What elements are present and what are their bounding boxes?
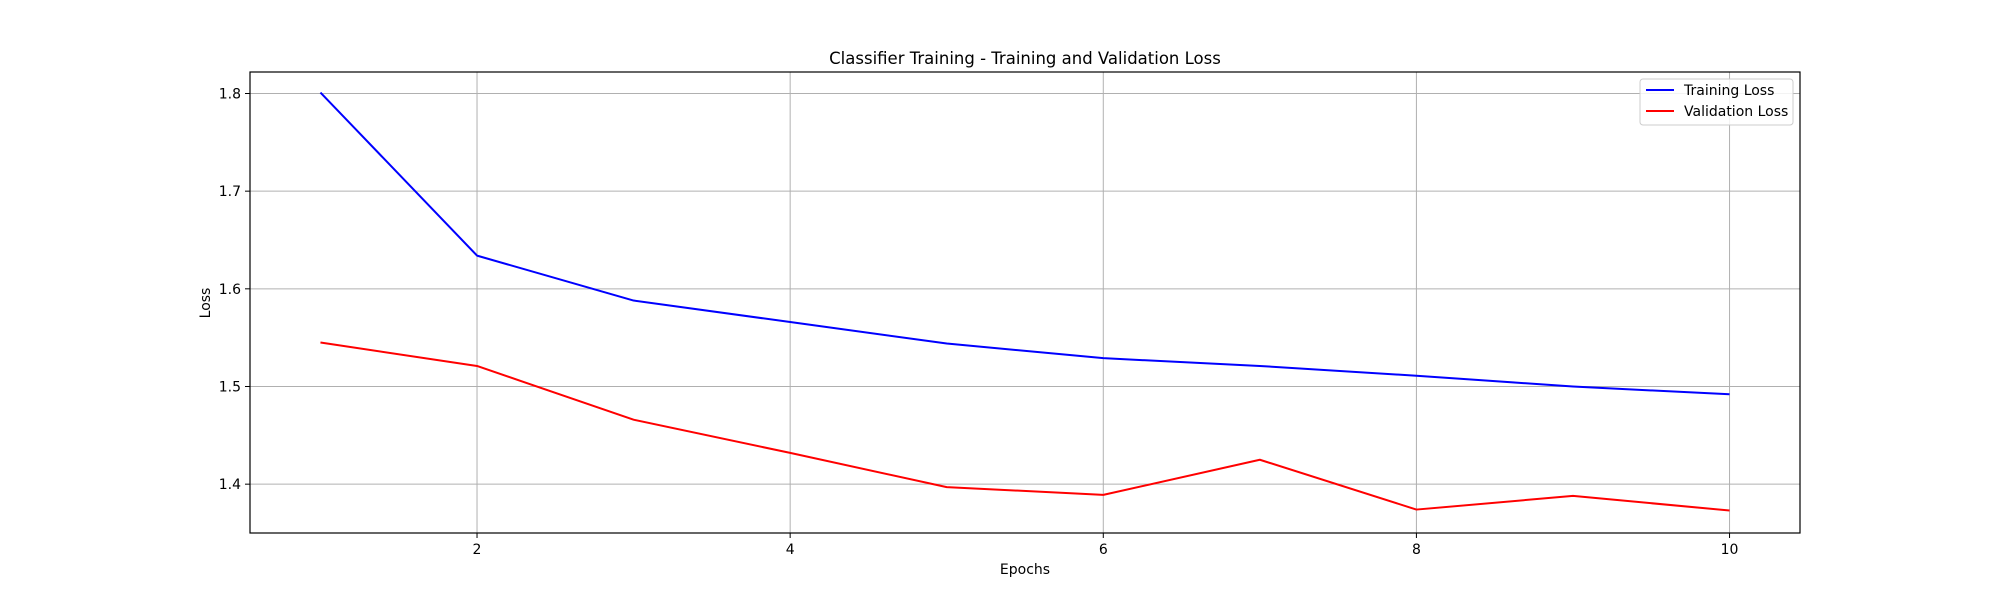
validation-loss-line: [320, 341, 1730, 512]
y-tick-label: 1.6: [219, 282, 241, 298]
grid-lines: [250, 72, 1800, 533]
x-tick-label: 6: [1099, 542, 1108, 558]
y-axis-label: Loss: [198, 288, 214, 319]
y-tick-label: 1.8: [219, 86, 241, 102]
series-lines: [319, 91, 1730, 512]
x-tick-label: 4: [786, 542, 795, 558]
legend-label-validation-loss: Validation Loss: [1684, 104, 1788, 120]
legend-box: [1639, 78, 1794, 126]
chart-title: Classifier Training - Training and Valid…: [829, 49, 1221, 68]
training-loss-line: [319, 91, 1730, 396]
axis-ticks: 2 4 6 8 10 1.4 1.5 1.6 1.7 1.8: [219, 86, 1739, 558]
x-tick-label: 8: [1412, 542, 1421, 558]
x-tick-label: 10: [1721, 542, 1739, 558]
x-tick-label: 2: [473, 542, 482, 558]
y-tick-label: 1.7: [219, 184, 241, 200]
y-tick-label: 1.4: [219, 477, 241, 493]
plot-frame: [249, 71, 1801, 534]
x-axis-label: Epochs: [1000, 562, 1050, 578]
y-tick-label: 1.5: [219, 379, 241, 395]
legend: Training Loss Validation Loss: [1639, 78, 1794, 126]
legend-label-training-loss: Training Loss: [1683, 83, 1774, 99]
